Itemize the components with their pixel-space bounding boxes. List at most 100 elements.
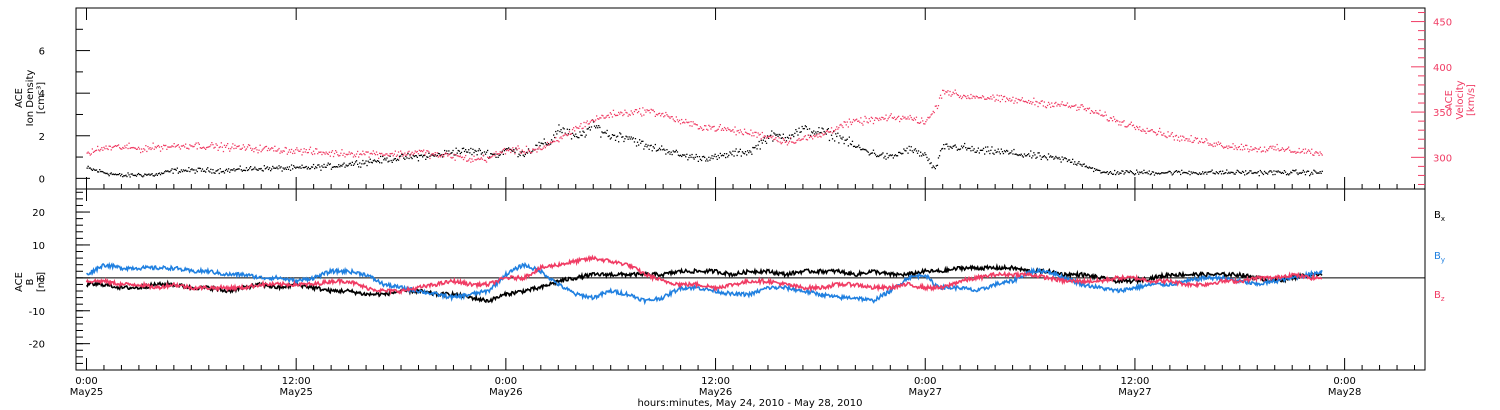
data-point [376, 160, 379, 162]
axes [76, 8, 1425, 371]
data-point [1247, 172, 1249, 174]
data-point [332, 166, 335, 168]
data-point [568, 128, 571, 131]
data-point [1107, 120, 1109, 122]
data-point [1008, 153, 1010, 155]
data-point [1119, 121, 1121, 123]
data-point [1136, 125, 1138, 128]
data-point [1238, 146, 1240, 148]
x-tick-label-time: 12:00 [701, 376, 730, 387]
data-point [1188, 170, 1190, 172]
data-point [1118, 173, 1120, 175]
data-point [1106, 171, 1108, 173]
data-point [968, 147, 970, 149]
data-point [1016, 154, 1018, 156]
data-point [368, 156, 370, 158]
data-point [1279, 171, 1281, 173]
data-point [559, 137, 561, 139]
data-point [430, 154, 432, 157]
data-point [481, 158, 483, 160]
data-point [756, 148, 758, 150]
data-point [1181, 169, 1183, 171]
data-point [504, 153, 507, 155]
data-point [1058, 156, 1060, 159]
data-point [1094, 112, 1096, 114]
data-point [1201, 138, 1203, 140]
data-point [172, 172, 174, 174]
data-point [869, 153, 871, 155]
data-point [774, 138, 776, 140]
series-velocity [86, 89, 1323, 163]
data-point [393, 158, 395, 160]
data-point [930, 114, 932, 116]
data-point [394, 158, 396, 160]
data-point [742, 152, 745, 154]
data-point [1309, 174, 1311, 177]
data-point [1260, 151, 1262, 153]
data-point [124, 145, 126, 147]
data-point [1077, 106, 1079, 108]
x-tick-label-time: 0:00 [495, 376, 517, 387]
data-point [761, 142, 763, 144]
data-point [280, 150, 282, 152]
data-point [746, 132, 748, 134]
data-point [866, 121, 868, 123]
data-point [943, 89, 945, 92]
data-point [89, 167, 91, 169]
data-point [760, 138, 762, 140]
data-point [903, 117, 905, 119]
data-point [1314, 152, 1316, 154]
data-point [794, 132, 796, 134]
data-point [632, 137, 634, 139]
data-point [536, 151, 538, 153]
data-point [108, 175, 110, 177]
data-point [210, 168, 212, 170]
data-point [678, 155, 681, 157]
data-point [564, 133, 566, 135]
data-point [545, 143, 547, 145]
data-point [348, 151, 350, 153]
data-point [1090, 167, 1093, 169]
data-point [1235, 171, 1237, 174]
data-point [208, 170, 210, 172]
data-point [841, 125, 843, 127]
data-point [1167, 171, 1169, 173]
data-point [1234, 173, 1236, 175]
data-point [108, 145, 110, 147]
data-point [275, 167, 277, 169]
data-point [456, 155, 458, 157]
data-point [1321, 154, 1323, 156]
data-point [870, 152, 872, 154]
data-point [178, 171, 180, 173]
data-point [223, 172, 226, 174]
data-point [384, 157, 386, 160]
data-point [596, 115, 598, 117]
data-point [283, 150, 285, 152]
data-point [294, 152, 296, 154]
data-point [802, 138, 804, 140]
data-point [520, 152, 522, 154]
data-point [1158, 172, 1160, 174]
data-point [1091, 111, 1094, 113]
data-point [395, 159, 398, 162]
data-point [237, 168, 239, 170]
data-point [818, 133, 820, 135]
data-point [1230, 171, 1232, 173]
data-point [1032, 155, 1034, 157]
data-point [939, 150, 942, 152]
data-point [374, 160, 377, 162]
data-point [892, 117, 894, 119]
data-point [203, 147, 206, 149]
data-point [1238, 171, 1240, 173]
data-point [727, 156, 729, 158]
data-point [1031, 157, 1033, 159]
data-point [279, 167, 281, 169]
data-point [598, 118, 600, 120]
data-point [423, 149, 425, 151]
data-point [633, 141, 636, 143]
data-point [1143, 130, 1145, 132]
data-point [792, 134, 794, 136]
data-point [817, 131, 819, 133]
data-point [977, 147, 979, 149]
